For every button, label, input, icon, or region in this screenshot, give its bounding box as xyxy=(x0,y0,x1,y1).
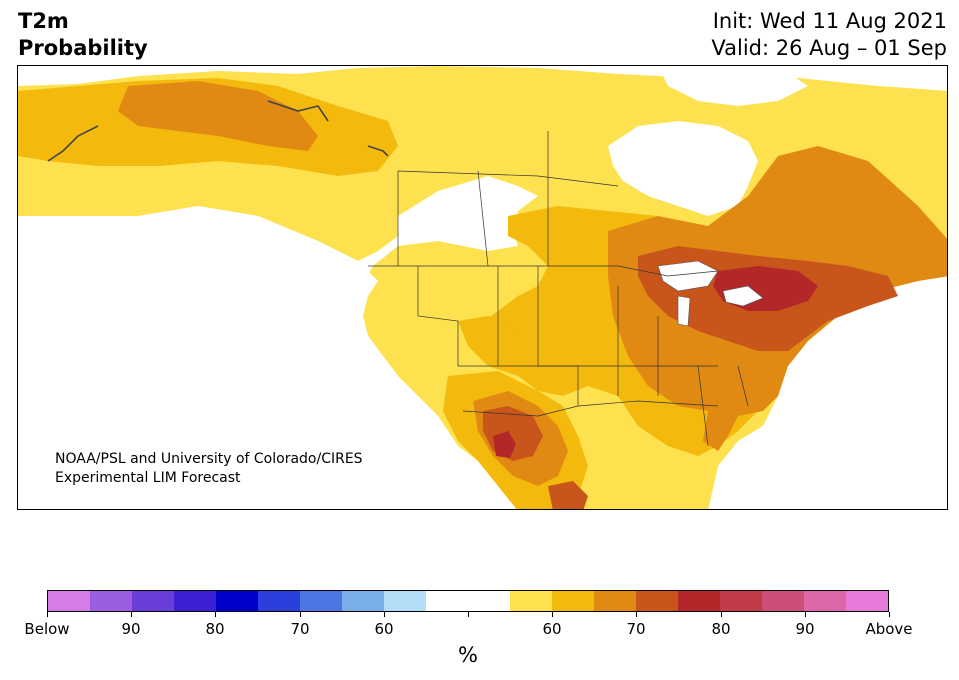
north-america-map xyxy=(18,66,947,509)
colorbar-label: 80 xyxy=(711,620,731,638)
credit-line-2: Experimental LIM Forecast xyxy=(55,470,241,486)
colorbar-cell xyxy=(804,591,846,611)
colorbar-cell xyxy=(384,591,426,611)
colorbar-cell xyxy=(552,591,594,611)
region-70-80-southeast xyxy=(703,411,738,451)
colorbar-cell xyxy=(132,591,174,611)
colorbar-cell xyxy=(300,591,342,611)
colorbar-label: 70 xyxy=(290,620,310,638)
colorbar-cell xyxy=(90,591,132,611)
colorbar-cell xyxy=(510,591,552,611)
colorbar-tick xyxy=(468,612,469,617)
colorbar-tick xyxy=(721,612,722,617)
colorbar-tick xyxy=(215,612,216,617)
colorbar-tick xyxy=(636,612,637,617)
init-date: Init: Wed 11 Aug 2021 xyxy=(712,9,947,33)
great-lakes xyxy=(657,260,764,327)
colorbar-label: 70 xyxy=(626,620,646,638)
valid-range: Valid: 26 Aug – 01 Sep xyxy=(711,36,947,60)
forecast-dates: Init: Wed 11 Aug 2021 Valid: 26 Aug – 01… xyxy=(711,8,947,62)
colorbar-cell xyxy=(594,591,636,611)
colorbar-cell xyxy=(48,591,90,611)
colorbar-tick xyxy=(384,612,385,617)
region-90-100-mexico xyxy=(493,431,516,458)
variable-name: T2m xyxy=(18,9,69,33)
colorbar-cell xyxy=(342,591,384,611)
colorbar-label: 60 xyxy=(374,620,394,638)
colorbar-tick xyxy=(47,612,48,617)
colorbar-tick xyxy=(552,612,553,617)
boundaries xyxy=(368,131,749,447)
colorbar-cell xyxy=(174,591,216,611)
region-70-80-alaska xyxy=(118,81,318,151)
colorbar-cell xyxy=(762,591,804,611)
credit-line-1: NOAA/PSL and University of Colorado/CIRE… xyxy=(55,451,363,467)
colorbar-cell xyxy=(846,591,888,611)
colorbar-label: 60 xyxy=(542,620,562,638)
colorbar-label: 90 xyxy=(795,620,815,638)
colorbar-cell xyxy=(258,591,300,611)
rivers xyxy=(47,100,389,162)
colorbar-tick xyxy=(131,612,132,617)
colorbar-label: Below xyxy=(24,620,70,638)
region-no-signal-hudson xyxy=(608,121,758,216)
colorbar-unit: % xyxy=(458,643,478,667)
colorbar-cell xyxy=(468,591,510,611)
region-60-70-nw xyxy=(458,316,518,356)
product-name: Probability xyxy=(18,36,148,60)
colorbar-cell xyxy=(636,591,678,611)
probability-colorbar xyxy=(47,590,889,612)
colorbar-cell xyxy=(720,591,762,611)
map-title: T2m Probability xyxy=(18,8,148,62)
colorbar-cell xyxy=(426,591,468,611)
colorbar-tick xyxy=(300,612,301,617)
colorbar-tick xyxy=(889,612,890,617)
credit-note: NOAA/PSL and University of Colorado/CIRE… xyxy=(55,450,363,488)
region-80-90-south-mexico xyxy=(548,481,588,509)
colorbar-label: 90 xyxy=(121,620,141,638)
colorbar-label: Above xyxy=(865,620,913,638)
region-no-signal-west xyxy=(18,176,538,509)
colorbar-cell xyxy=(678,591,720,611)
region-no-signal-arctic xyxy=(658,66,808,106)
colorbar-tick xyxy=(805,612,806,617)
colorbar-label: 80 xyxy=(205,620,225,638)
probability-map xyxy=(17,65,948,510)
colorbar-cell xyxy=(216,591,258,611)
